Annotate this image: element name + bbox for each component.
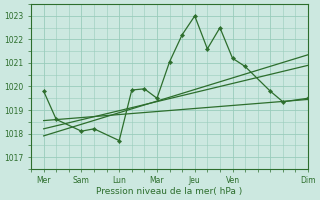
X-axis label: Pression niveau de la mer( hPa ): Pression niveau de la mer( hPa )	[96, 187, 243, 196]
